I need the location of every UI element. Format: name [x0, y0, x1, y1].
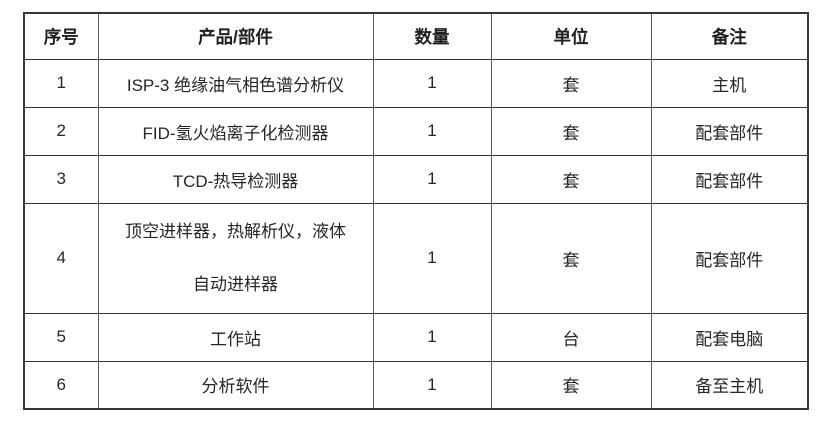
- table-body: 1 ISP-3 绝缘油气相色谱分析仪 1 套 主机 2 FID-氢火焰离子化检测…: [23, 58, 809, 410]
- cell-note: 配套部件: [650, 106, 809, 156]
- cell-note: 配套电脑: [650, 312, 809, 362]
- cell-qty: 1: [372, 202, 492, 314]
- cell-qty: 1: [372, 154, 492, 204]
- cell-product: 分析软件: [97, 360, 374, 410]
- cell-unit: 套: [490, 360, 652, 410]
- cell-qty: 1: [372, 312, 492, 362]
- table-header: 序号 产品/部件 数量 单位 备注: [23, 12, 809, 60]
- table-row: 4 顶空进样器，热解析仪，液体 自动进样器 1 套 配套部件: [23, 202, 809, 314]
- cell-no: 4: [23, 202, 99, 314]
- cell-product: 工作站: [97, 312, 374, 362]
- cell-no: 5: [23, 312, 99, 362]
- cell-note: 备至主机: [650, 360, 809, 410]
- cell-qty: 1: [372, 58, 492, 108]
- header-row: 序号 产品/部件 数量 单位 备注: [23, 12, 809, 60]
- product-parts-table: 序号 产品/部件 数量 单位 备注 1 ISP-3 绝缘油气相色谱分析仪 1 套…: [23, 12, 809, 410]
- cell-no: 3: [23, 154, 99, 204]
- header-note: 备注: [650, 12, 809, 60]
- header-unit: 单位: [490, 12, 652, 60]
- cell-unit: 套: [490, 106, 652, 156]
- header-no: 序号: [23, 12, 99, 60]
- cell-no: 6: [23, 360, 99, 410]
- table-row: 3 TCD-热导检测器 1 套 配套部件: [23, 154, 809, 204]
- cell-unit: 套: [490, 154, 652, 204]
- table-row: 6 分析软件 1 套 备至主机: [23, 360, 809, 410]
- cell-qty: 1: [372, 106, 492, 156]
- cell-unit: 台: [490, 312, 652, 362]
- cell-no: 2: [23, 106, 99, 156]
- cell-product: FID-氢火焰离子化检测器: [97, 106, 374, 156]
- cell-product: TCD-热导检测器: [97, 154, 374, 204]
- cell-note: 配套部件: [650, 202, 809, 314]
- cell-note: 配套部件: [650, 154, 809, 204]
- header-product: 产品/部件: [97, 12, 374, 60]
- table-row: 5 工作站 1 台 配套电脑: [23, 312, 809, 362]
- cell-product: ISP-3 绝缘油气相色谱分析仪: [97, 58, 374, 108]
- cell-note: 主机: [650, 58, 809, 108]
- table-row: 1 ISP-3 绝缘油气相色谱分析仪 1 套 主机: [23, 58, 809, 108]
- cell-product: 顶空进样器，热解析仪，液体 自动进样器: [97, 202, 374, 314]
- cell-unit: 套: [490, 202, 652, 314]
- cell-no: 1: [23, 58, 99, 108]
- table-row: 2 FID-氢火焰离子化检测器 1 套 配套部件: [23, 106, 809, 156]
- header-qty: 数量: [372, 12, 492, 60]
- cell-qty: 1: [372, 360, 492, 410]
- cell-unit: 套: [490, 58, 652, 108]
